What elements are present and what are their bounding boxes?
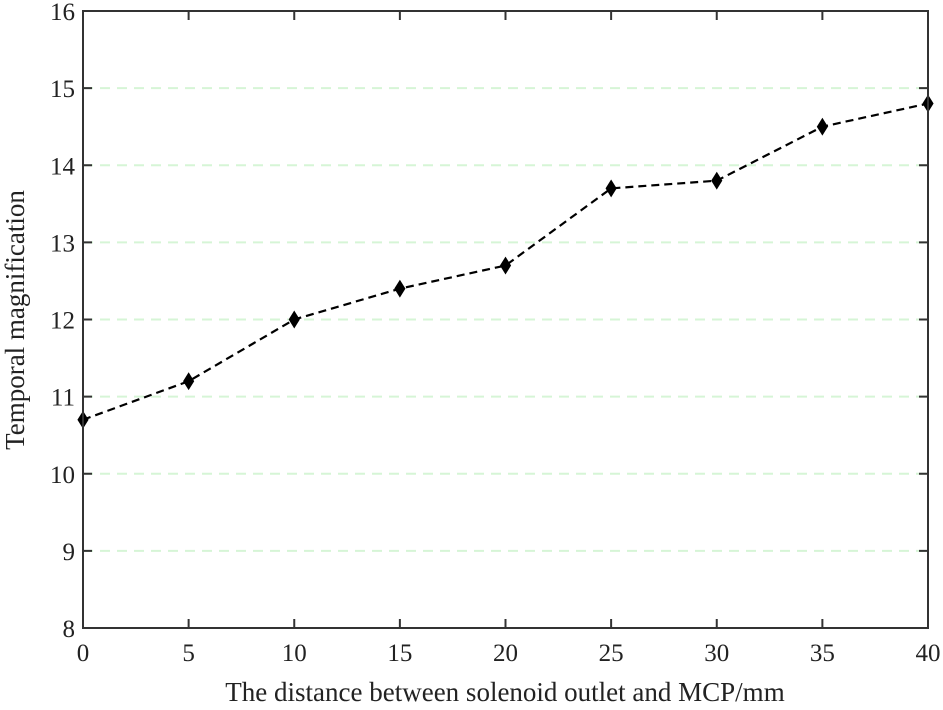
x-tick-label: 35 [810, 640, 835, 667]
x-tick-label: 0 [77, 640, 90, 667]
y-tick-label: 10 [50, 462, 75, 489]
y-tick-label: 12 [50, 308, 75, 335]
data-point-marker [816, 117, 828, 136]
y-tick-labels: 8 9 10 11 12 13 14 15 16 [50, 0, 76, 643]
x-tick-label: 30 [704, 640, 729, 667]
y-tick-label: 8 [63, 616, 76, 643]
data-point-marker [394, 279, 406, 298]
series-line [82, 102, 929, 421]
axis-ticks [82, 10, 929, 629]
data-point-marker [499, 256, 512, 275]
data-point-marker [288, 310, 300, 329]
y-tick-label: 14 [50, 153, 76, 180]
y-axis-title: Temporal magnification [0, 190, 30, 450]
x-axis-title: The distance between solenoid outlet and… [225, 677, 784, 707]
y-tick-label: 13 [50, 230, 75, 257]
x-tick-label: 20 [493, 640, 518, 667]
x-tick-label: 40 [916, 640, 941, 667]
x-tick-labels: 0 5 10 15 20 25 30 35 40 [77, 640, 941, 667]
series [77, 94, 934, 429]
x-tick-label: 15 [387, 640, 412, 667]
data-point-marker [605, 179, 617, 198]
y-tick-label: 16 [50, 0, 75, 26]
data-point-marker [711, 171, 723, 190]
y-tick-label: 9 [63, 539, 76, 566]
y-tick-label: 15 [50, 76, 75, 103]
data-point-marker [183, 372, 195, 391]
x-tick-label: 5 [182, 640, 195, 667]
y-tick-label: 11 [51, 385, 75, 412]
grid-lines [83, 87, 928, 552]
x-tick-label: 25 [599, 640, 624, 667]
x-tick-label: 10 [282, 640, 307, 667]
